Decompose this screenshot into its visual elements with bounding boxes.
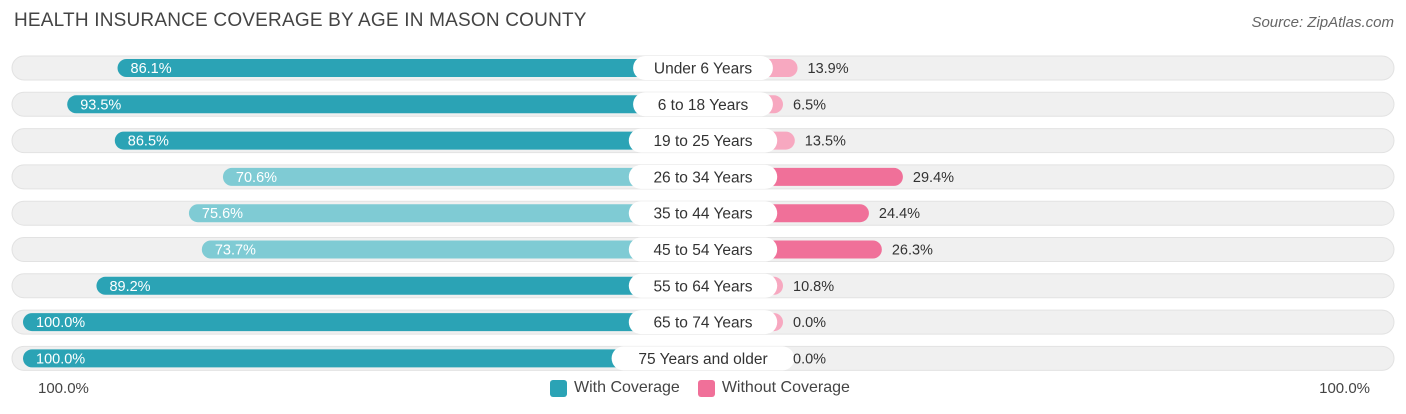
value-label-with-coverage: 93.5% [80, 97, 121, 113]
value-label-with-coverage: 75.6% [202, 206, 243, 222]
legend-swatch-without-coverage [697, 379, 715, 397]
value-label-without-coverage: 29.4% [913, 170, 954, 186]
category-label-bg [628, 237, 778, 262]
value-label-without-coverage: 24.4% [879, 206, 920, 222]
category-label: 75 Years and older [638, 351, 767, 368]
category-label: 55 to 64 Years [653, 278, 752, 295]
bar-with-coverage [188, 204, 704, 223]
bar-with-coverage [67, 95, 703, 114]
category-label-bg [628, 164, 778, 189]
axis-left-label: 100.0% [38, 380, 89, 397]
legend-item-with-coverage[interactable]: With Coverage [550, 379, 680, 397]
legend-swatch-with-coverage [550, 379, 567, 397]
bar-with-coverage [23, 349, 703, 368]
value-label-without-coverage: 26.3% [892, 243, 933, 259]
value-label-without-coverage: 10.8% [793, 279, 834, 295]
legend: With Coverage Without Coverage [550, 379, 868, 397]
category-label-bg [628, 310, 778, 335]
category-label: 45 to 54 Years [653, 242, 752, 259]
chart-source: Source: ZipAtlas.com [1251, 14, 1394, 31]
legend-label-with-coverage: With Coverage [574, 379, 680, 396]
category-label: Under 6 Years [654, 61, 752, 78]
value-label-without-coverage: 13.9% [808, 61, 849, 77]
value-label-with-coverage: 70.6% [236, 170, 277, 186]
bar-with-coverage [117, 59, 703, 77]
value-label-with-coverage: 100.0% [36, 351, 85, 367]
bar-with-coverage [114, 131, 704, 150]
category-label-bg [633, 56, 773, 80]
value-label-with-coverage: 86.1% [131, 61, 172, 77]
bar-with-coverage [222, 167, 704, 186]
value-label-without-coverage: 13.5% [805, 134, 846, 150]
axis-right-label: 100.0% [1319, 380, 1370, 397]
category-label: 26 to 34 Years [653, 169, 752, 186]
bar-with-coverage [96, 276, 703, 295]
chart-title: HEALTH INSURANCE COVERAGE BY AGE IN MASO… [14, 10, 587, 31]
category-label-bg [611, 346, 795, 371]
legend-label-without-coverage: Without Coverage [721, 379, 850, 396]
category-label-bg [628, 201, 778, 226]
value-label-without-coverage: 6.5% [793, 97, 826, 113]
category-label: 35 to 44 Years [653, 206, 752, 223]
value-label-with-coverage: 73.7% [215, 243, 256, 259]
value-label-without-coverage: 0.0% [793, 351, 826, 367]
category-label: 65 to 74 Years [653, 315, 752, 332]
value-label-with-coverage: 89.2% [109, 279, 150, 295]
bar-with-coverage [23, 313, 703, 332]
legend-item-without-coverage[interactable]: Without Coverage [697, 379, 850, 397]
category-label-bg [633, 92, 773, 117]
bar-with-coverage [201, 240, 703, 259]
category-label-bg [628, 273, 778, 298]
category-label: 19 to 25 Years [653, 133, 752, 150]
value-label-with-coverage: 100.0% [36, 315, 85, 331]
category-label: 6 to 18 Years [658, 97, 749, 114]
category-label-bg [628, 128, 778, 153]
value-label-without-coverage: 0.0% [793, 315, 826, 331]
value-label-with-coverage: 86.5% [128, 134, 169, 150]
